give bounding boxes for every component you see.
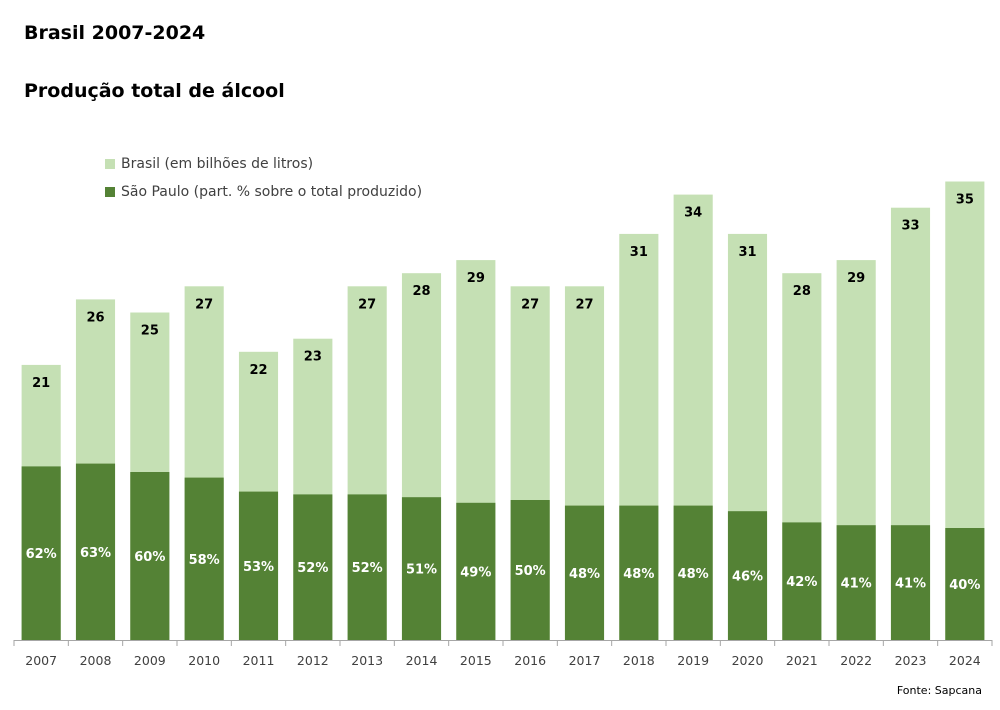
value-label-brasil-2012: 23: [304, 350, 322, 365]
value-label-brasil-2020: 31: [738, 245, 756, 260]
bar-sao-paulo-2021: [782, 522, 822, 640]
value-label-brasil-2008: 26: [86, 310, 104, 325]
value-label-sao-paulo-2014: 51%: [406, 563, 437, 578]
value-label-sao-paulo-2019: 48%: [678, 567, 709, 582]
legend-label-brasil: Brasil (em bilhões de litros): [121, 156, 314, 172]
legend-item-sao-paulo: São Paulo (part. % sobre o total produzi…: [105, 178, 422, 206]
x-tick-label-2023: 2023: [895, 653, 927, 668]
x-tick-label-2007: 2007: [25, 653, 57, 668]
bar-sao-paulo-2009: [130, 472, 170, 640]
legend-swatch-brasil: [105, 159, 115, 169]
chart-subtitle: Produção total de álcool: [24, 80, 285, 102]
value-label-sao-paulo-2007: 62%: [26, 547, 57, 562]
bar-sao-paulo-2018: [619, 505, 659, 640]
x-tick-label-2011: 2011: [243, 653, 275, 668]
x-tick-label-2010: 2010: [188, 653, 220, 668]
value-label-sao-paulo-2018: 48%: [623, 567, 654, 582]
bar-sao-paulo-2013: [347, 494, 387, 640]
value-label-brasil-2022: 29: [847, 271, 865, 286]
x-tick-label-2024: 2024: [949, 653, 981, 668]
bar-sao-paulo-2017: [564, 505, 605, 640]
value-label-brasil-2023: 33: [901, 219, 919, 234]
value-label-brasil-2009: 25: [141, 324, 159, 339]
value-label-sao-paulo-2010: 58%: [189, 553, 220, 568]
chart-title: Brasil 2007-2024: [24, 22, 206, 44]
value-label-brasil-2018: 31: [630, 245, 648, 260]
bar-sao-paulo-2019: [673, 505, 713, 640]
value-label-sao-paulo-2012: 52%: [297, 561, 328, 576]
source-note: Fonte: Sapcana: [896, 684, 982, 697]
x-tick-label-2021: 2021: [786, 653, 818, 668]
x-tick-label-2012: 2012: [297, 653, 329, 668]
value-label-sao-paulo-2016: 50%: [515, 564, 546, 579]
x-tick-label-2009: 2009: [134, 653, 166, 668]
value-label-sao-paulo-2024: 40%: [949, 578, 980, 593]
value-label-sao-paulo-2023: 41%: [895, 577, 926, 592]
value-label-brasil-2014: 28: [412, 284, 430, 299]
x-tick-label-2008: 2008: [80, 653, 112, 668]
value-label-brasil-2021: 28: [793, 284, 811, 299]
value-label-brasil-2017: 27: [575, 297, 593, 312]
value-label-brasil-2010: 27: [195, 297, 213, 312]
legend: Brasil (em bilhões de litros) São Paulo …: [105, 150, 422, 206]
value-label-sao-paulo-2021: 42%: [786, 575, 817, 590]
bar-sao-paulo-2020: [727, 511, 768, 640]
value-label-sao-paulo-2017: 48%: [569, 567, 600, 582]
x-tick-label-2022: 2022: [840, 653, 872, 668]
value-label-sao-paulo-2008: 63%: [80, 546, 111, 561]
bar-sao-paulo-2007: [21, 466, 61, 640]
bar-sao-paulo-2011: [238, 491, 279, 640]
legend-swatch-sao-paulo: [105, 187, 115, 197]
x-tick-label-2019: 2019: [677, 653, 709, 668]
legend-label-sao-paulo: São Paulo (part. % sobre o total produzi…: [121, 184, 423, 200]
bar-sao-paulo-2015: [456, 502, 496, 640]
value-label-sao-paulo-2011: 53%: [243, 560, 274, 575]
value-label-brasil-2024: 35: [956, 193, 974, 208]
value-label-sao-paulo-2022: 41%: [841, 577, 872, 592]
x-tick-label-2016: 2016: [514, 653, 546, 668]
bar-sao-paulo-2008: [75, 463, 116, 640]
bar-sao-paulo-2022: [836, 525, 876, 640]
value-label-brasil-2015: 29: [467, 271, 485, 286]
bar-sao-paulo-2014: [401, 497, 442, 640]
x-tick-label-2015: 2015: [460, 653, 492, 668]
x-tick-label-2014: 2014: [406, 653, 438, 668]
bar-sao-paulo-2023: [890, 525, 931, 640]
value-label-sao-paulo-2013: 52%: [352, 561, 383, 576]
value-label-brasil-2007: 21: [32, 376, 50, 391]
bar-sao-paulo-2024: [945, 528, 985, 640]
bar-sao-paulo-2010: [184, 477, 224, 640]
value-label-brasil-2013: 27: [358, 297, 376, 312]
value-label-sao-paulo-2015: 49%: [460, 565, 491, 580]
x-tick-label-2017: 2017: [569, 653, 601, 668]
value-label-sao-paulo-2020: 46%: [732, 570, 763, 585]
x-tick-label-2013: 2013: [351, 653, 383, 668]
value-label-brasil-2016: 27: [521, 297, 539, 312]
value-label-brasil-2019: 34: [684, 206, 702, 221]
bar-sao-paulo-2012: [293, 494, 333, 640]
value-label-sao-paulo-2009: 60%: [134, 550, 165, 565]
bar-sao-paulo-2016: [510, 500, 550, 640]
legend-item-brasil: Brasil (em bilhões de litros): [105, 150, 422, 178]
x-tick-label-2018: 2018: [623, 653, 655, 668]
x-tick-label-2020: 2020: [732, 653, 764, 668]
value-label-brasil-2011: 22: [249, 363, 267, 378]
